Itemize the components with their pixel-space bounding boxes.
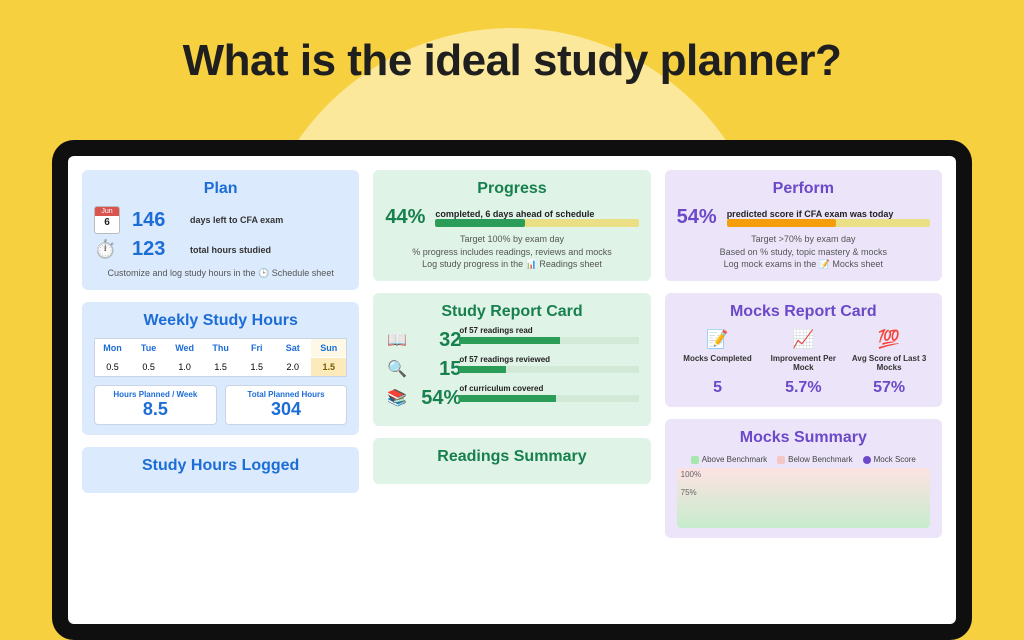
perform-bar	[727, 219, 930, 227]
progress-pct: 44%	[385, 206, 425, 229]
plan-card: Plan Jun 6 146 days left to CFA exam ⏱️ …	[82, 170, 359, 290]
logged-card: Study Hours Logged	[82, 447, 359, 493]
report-card: Study Report Card 📖 32 of 57 readings re…	[373, 293, 650, 426]
total-planned-box: Total Planned Hours 304	[225, 385, 348, 425]
report-title: Study Report Card	[385, 303, 638, 321]
perform-title: Perform	[677, 180, 930, 198]
readings-summary-title: Readings Summary	[385, 448, 638, 466]
column-perform: Perform 54% predicted score if CFA exam …	[665, 170, 942, 538]
progress-bar	[435, 219, 638, 227]
weekly-title: Weekly Study Hours	[94, 312, 347, 330]
hours-studied-value: 123	[132, 238, 182, 261]
mocks-report-card: Mocks Report Card 📝 📈 💯 Mocks Completed …	[665, 293, 942, 407]
hundred-icon: 💯	[848, 329, 930, 350]
mocks-legend: Above Benchmark Below Benchmark Mock Sco…	[677, 455, 930, 464]
monitor-frame: Plan Jun 6 146 days left to CFA exam ⏱️ …	[52, 140, 972, 640]
magnifier-icon: 🔍	[385, 359, 409, 379]
calendar-icon: Jun 6	[94, 206, 120, 234]
mocks-report-title: Mocks Report Card	[677, 303, 930, 321]
weekly-table: Mon Tue Wed Thu Fri Sat Sun 0.5 0.5 1.0 …	[94, 338, 347, 377]
weekly-card: Weekly Study Hours Mon Tue Wed Thu Fri S…	[82, 302, 359, 435]
progress-card: Progress 44% completed, 6 days ahead of …	[373, 170, 650, 281]
books-icon: 📚	[385, 388, 409, 408]
chart-up-icon: 📈	[762, 329, 844, 350]
planned-week-box: Hours Planned / Week 8.5	[94, 385, 217, 425]
column-plan: Plan Jun 6 146 days left to CFA exam ⏱️ …	[82, 170, 359, 493]
mocks-chart: 100% 75%	[677, 468, 930, 528]
dashboard-screen: Plan Jun 6 146 days left to CFA exam ⏱️ …	[68, 156, 956, 624]
stopwatch-icon: ⏱️	[94, 239, 124, 260]
perform-pct: 54%	[677, 206, 717, 229]
readings-summary-card: Readings Summary	[373, 438, 650, 484]
mocks-summary-card: Mocks Summary Above Benchmark Below Benc…	[665, 419, 942, 538]
report-row-reviewed: 🔍 15 of 57 readings reviewed	[385, 358, 638, 381]
report-row-curriculum: 📚 54% of curriculum covered	[385, 387, 638, 410]
mocks-summary-title: Mocks Summary	[677, 429, 930, 447]
days-left-label: days left to CFA exam	[190, 215, 347, 225]
days-left-value: 146	[132, 209, 182, 232]
memo-icon: 📝	[677, 329, 759, 350]
hours-studied-label: total hours studied	[190, 245, 347, 255]
plan-title: Plan	[94, 180, 347, 198]
progress-title: Progress	[385, 180, 638, 198]
plan-footer: Customize and log study hours in the 🕒 S…	[94, 267, 347, 280]
column-progress: Progress 44% completed, 6 days ahead of …	[373, 170, 650, 484]
book-icon: 📖	[385, 330, 409, 350]
logged-title: Study Hours Logged	[94, 457, 347, 475]
perform-card: Perform 54% predicted score if CFA exam …	[665, 170, 942, 281]
report-row-readings: 📖 32 of 57 readings read	[385, 329, 638, 352]
page-headline: What is the ideal study planner?	[0, 0, 1024, 86]
